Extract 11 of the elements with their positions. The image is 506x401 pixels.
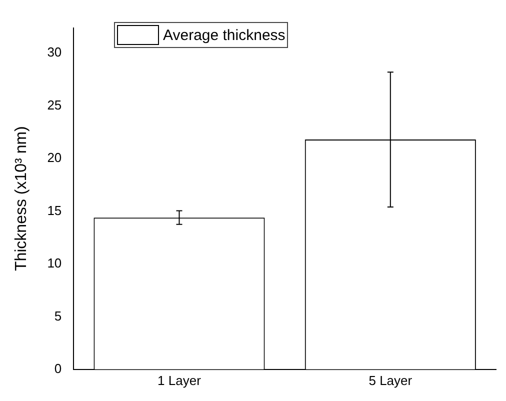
x-tick-label: 5 Layer	[368, 372, 413, 388]
y-tick-label: 5	[54, 308, 62, 324]
x-tick-label: 1 Layer	[158, 372, 202, 388]
y-axis-title: Thickness (x10³ nm)	[13, 126, 30, 272]
y-tick-label: 20	[47, 150, 62, 166]
y-tick-label: 25	[47, 97, 62, 112]
y-tick-label: 0	[54, 360, 62, 376]
legend-box: Average thickness	[114, 22, 288, 48]
y-tick-label: 15	[47, 202, 62, 218]
y-tick-label: 30	[47, 44, 62, 60]
y-tick-label: 10	[47, 256, 62, 271]
